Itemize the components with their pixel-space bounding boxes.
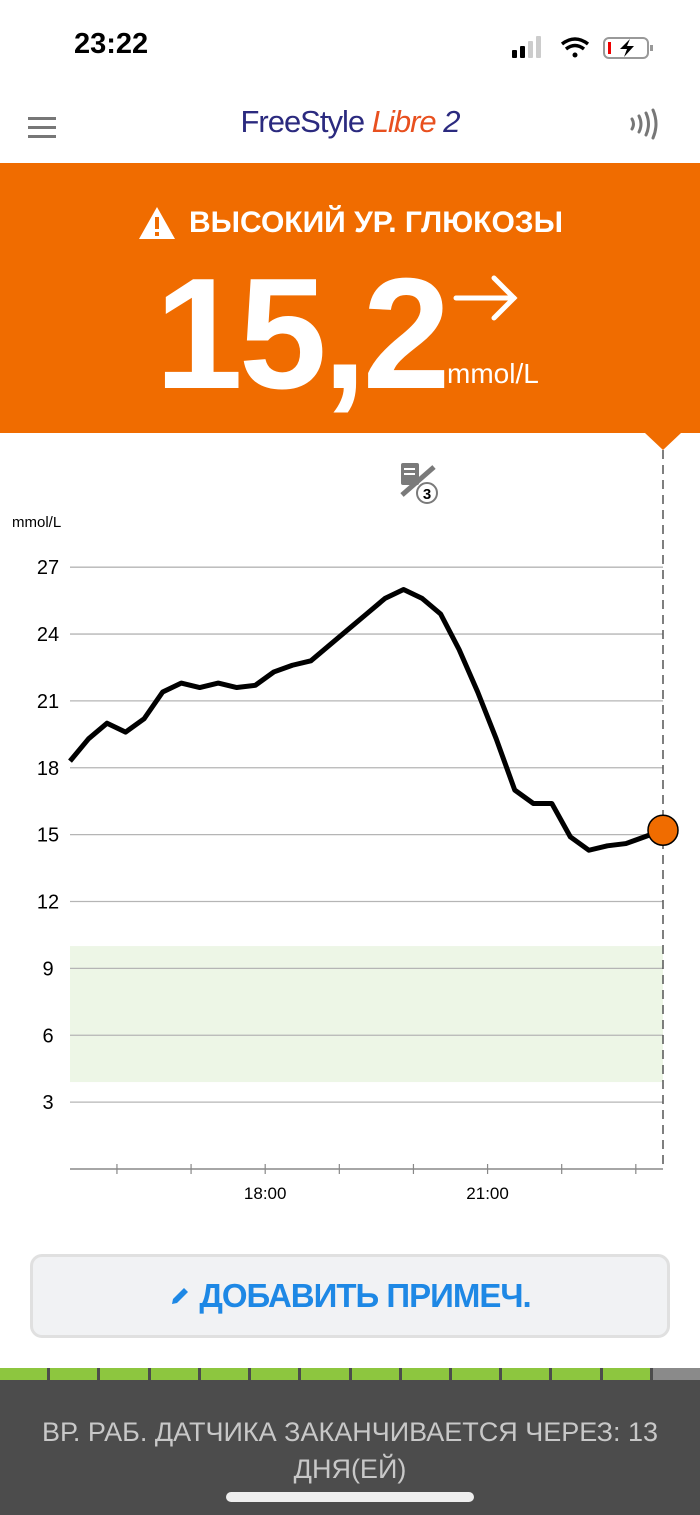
x-tick-label: 21:00 <box>466 1184 509 1203</box>
status-time: 23:22 <box>74 28 149 60</box>
add-note-label: ДОБАВИТЬ ПРИМЕЧ. <box>199 1277 531 1314</box>
y-tick-label: 6 <box>42 1025 53 1047</box>
wifi-icon <box>560 37 590 58</box>
battery-charging-icon <box>603 37 653 59</box>
current-reading-dot <box>647 814 679 846</box>
y-tick-label: 27 <box>37 557 59 579</box>
home-indicator[interactable] <box>226 1492 474 1502</box>
progress-segment <box>602 1368 650 1380</box>
current-pointer <box>645 433 681 450</box>
glucose-chart: 3 mmol/L 27 24 21 18 15 12 9 6 3 18:00 21:00 <box>12 433 681 1203</box>
y-tick-label: 9 <box>42 958 53 980</box>
add-note-button[interactable]: ДОБАВИТЬ ПРИМЕЧ. <box>30 1254 670 1338</box>
progress-segment <box>652 1368 700 1380</box>
progress-segment <box>401 1368 449 1380</box>
status-icons <box>512 36 653 59</box>
y-tick-label: 21 <box>37 691 59 713</box>
y-tick-label: 3 <box>42 1092 53 1114</box>
signal-icon <box>512 36 541 58</box>
target-range-band <box>70 946 663 1083</box>
glucose-alert-banner: ВЫСОКИЙ УР. ГЛЮКОЗЫ 15,2 mmol/L <box>0 163 700 433</box>
y-axis-label: mmol/L <box>12 514 61 531</box>
menu-icon[interactable] <box>28 117 56 139</box>
progress-segment <box>351 1368 399 1380</box>
app-logo: FreeStyle Libre 2 <box>240 104 460 139</box>
alert-title: ВЫСОКИЙ УР. ГЛЮКОЗЫ <box>0 205 700 241</box>
progress-segment <box>301 1368 349 1380</box>
progress-segment <box>251 1368 299 1380</box>
alert-text: ВЫСОКИЙ УР. ГЛЮКОЗЫ <box>189 206 563 239</box>
notes-count: 3 <box>423 486 431 503</box>
progress-segment <box>0 1368 48 1380</box>
trend-arrow-right-icon <box>453 275 518 321</box>
y-tick-label: 15 <box>37 825 59 847</box>
progress-segment <box>50 1368 98 1380</box>
progress-segment <box>552 1368 600 1380</box>
y-tick-label: 12 <box>37 892 59 914</box>
glucose-line <box>68 586 664 853</box>
x-tick-label: 18:00 <box>244 1184 287 1203</box>
notes-insulin-icon[interactable]: 3 <box>400 463 438 504</box>
warning-icon <box>139 207 176 239</box>
sensor-life-progress <box>0 1368 700 1380</box>
glucose-value: 15,2 <box>155 246 451 422</box>
nfc-scan-icon[interactable] <box>628 108 662 140</box>
progress-segment <box>451 1368 500 1380</box>
y-tick-label: 24 <box>37 624 59 646</box>
progress-segment <box>200 1368 249 1380</box>
pencil-icon <box>172 1288 189 1304</box>
glucose-unit: mmol/L <box>447 358 539 389</box>
progress-segment <box>502 1368 550 1380</box>
progress-segment <box>150 1368 198 1380</box>
progress-segment <box>100 1368 148 1380</box>
y-tick-label: 18 <box>37 758 59 780</box>
